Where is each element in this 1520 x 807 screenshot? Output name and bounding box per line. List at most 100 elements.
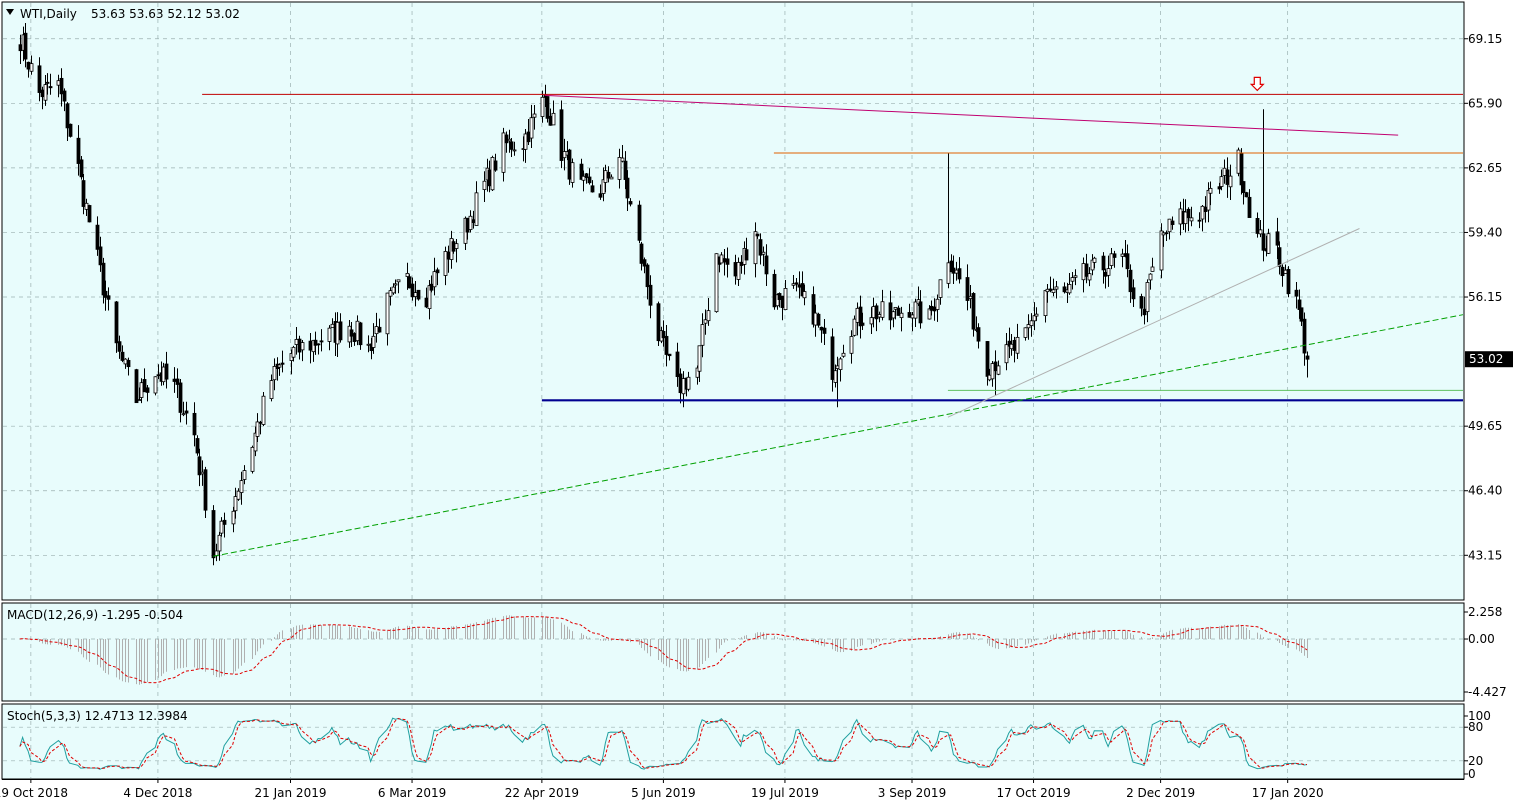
candle-body (393, 283, 398, 286)
candle-body (1261, 233, 1266, 251)
candle-body (755, 233, 760, 237)
candle-body (935, 298, 940, 310)
candle-body (830, 336, 835, 380)
candle-body (1009, 343, 1014, 350)
candle-body (501, 132, 506, 173)
candle-body (996, 365, 1001, 375)
menu-triangle-icon[interactable] (6, 9, 14, 15)
candle-body (938, 279, 943, 298)
candle-body (656, 303, 661, 342)
candle-body (211, 510, 216, 559)
candle-body (1103, 271, 1108, 277)
macd-pane-bg (1, 602, 1465, 702)
candle-body (540, 96, 545, 117)
candle-body (993, 361, 998, 372)
candle-body (813, 312, 818, 326)
candle-body (1131, 287, 1136, 300)
candle-body (222, 519, 227, 525)
candle-body (526, 131, 531, 143)
arrow-down-icon[interactable] (1249, 76, 1265, 92)
candle-body (590, 185, 595, 193)
candle-body (1283, 269, 1288, 274)
candle-body (918, 301, 923, 324)
candle-body (581, 175, 586, 181)
candle-body (507, 138, 512, 142)
trend-line[interactable] (213, 314, 1464, 557)
current-price-label: 53.02 (1469, 352, 1503, 366)
x-tick-label: 6 Mar 2019 (378, 786, 446, 800)
candle-body (396, 279, 401, 283)
candle-body (76, 137, 81, 164)
candle-body (388, 290, 393, 297)
candle-body (791, 283, 796, 286)
candle-body (819, 326, 824, 331)
candle-body (101, 262, 106, 296)
candle-body (37, 65, 42, 93)
candle-body (567, 149, 572, 180)
candle-body (987, 374, 992, 381)
candle-body (529, 117, 534, 139)
candle-body (197, 456, 202, 476)
candle-body (1084, 263, 1089, 277)
candle-body (880, 301, 885, 318)
symbol-label: WTI,Daily (20, 7, 77, 21)
candle-body (893, 306, 898, 310)
y-tick-label: 69.15 (1468, 32, 1502, 46)
candle-body (1034, 313, 1039, 317)
candle-body (319, 340, 324, 343)
candle-body (87, 205, 92, 223)
candle-body (896, 307, 901, 316)
candle-body (1305, 355, 1310, 360)
candle-body (548, 115, 553, 126)
candle-body (153, 376, 158, 394)
trend-line[interactable] (947, 228, 1360, 418)
y-tick-label: 20 (1468, 754, 1483, 768)
candle-body (1043, 290, 1048, 317)
candle-body (192, 412, 197, 436)
candle-body (907, 312, 912, 318)
candle-body (976, 327, 981, 342)
candle-body (1178, 208, 1183, 225)
candle-body (1222, 167, 1227, 176)
candle-body (1164, 232, 1169, 235)
candle-body (852, 318, 857, 336)
candle-body (277, 364, 282, 368)
candle-body (253, 432, 258, 452)
candle-body (377, 326, 382, 333)
candle-body (1299, 307, 1304, 322)
candle-body (761, 251, 766, 255)
candle-body (1062, 286, 1067, 293)
candle-body (1189, 217, 1194, 222)
candle-body (706, 310, 711, 322)
candle-body (1145, 282, 1150, 313)
candle-body (114, 301, 119, 344)
candle-body (200, 471, 205, 475)
candle-body (371, 335, 376, 348)
candle-body (587, 176, 592, 184)
candle-body (860, 322, 865, 326)
candle-body (1219, 176, 1224, 187)
candle-body (1128, 269, 1133, 293)
candle-body (1186, 208, 1191, 219)
candle-body (603, 170, 608, 183)
candle-body (1048, 288, 1053, 291)
candle-body (1203, 206, 1208, 212)
trend-line[interactable] (544, 94, 1399, 136)
candle-body (733, 262, 738, 277)
candle-body (797, 284, 802, 288)
candle-body (562, 151, 567, 159)
x-tick-label: 17 Jan 2020 (1252, 786, 1324, 800)
candle-body (951, 267, 956, 274)
macd-pane[interactable]: 2.258 0.00 -4.427 (1, 602, 1507, 702)
candle-body (764, 255, 769, 275)
price-pane[interactable]: 69.15 65.90 62.65 59.40 56.15 49.65 46.40 43.15… (1, 1, 1513, 601)
candle-body (233, 496, 238, 512)
candle-body (637, 204, 642, 241)
candle-body (297, 338, 302, 353)
candle-body (172, 378, 177, 382)
candle-body (338, 321, 343, 341)
candle-body (250, 446, 255, 472)
candle-body (869, 317, 874, 325)
candle-body (1247, 196, 1252, 218)
